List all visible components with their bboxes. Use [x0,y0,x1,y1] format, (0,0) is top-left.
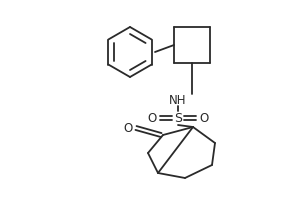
Text: NH: NH [169,94,187,106]
Text: O: O [123,121,133,134]
Text: S: S [174,112,182,124]
Text: O: O [200,112,208,124]
Text: O: O [147,112,157,124]
